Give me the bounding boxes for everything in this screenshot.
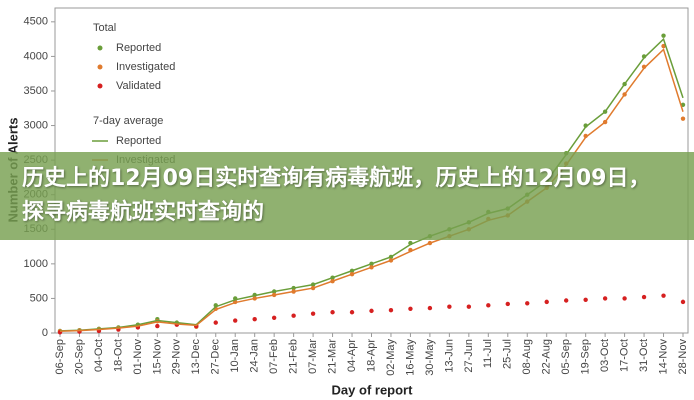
x-tick-label: 27-Jun (463, 339, 475, 373)
legend-swatch (97, 45, 103, 51)
x-tick-label: 05-Sep (560, 339, 572, 374)
data-point (466, 304, 472, 309)
average-line (59, 37, 684, 332)
data-point (505, 301, 510, 307)
x-tick-label: 06-Sep (54, 339, 66, 374)
x-tick-label: 13-Jun (443, 339, 455, 373)
data-point (233, 318, 238, 323)
x-tick-label: 18-Oct (112, 339, 124, 372)
legend-label: Investigated (116, 61, 175, 73)
x-tick-label: 01-Nov (132, 339, 144, 375)
x-tick-label: 14-Nov (657, 339, 669, 375)
x-tick-label: 24-Jan (249, 339, 261, 373)
x-tick-label: 16-May (404, 339, 416, 376)
x-tick-label: 17-Oct (619, 339, 631, 372)
x-tick-label: 02-May (385, 339, 397, 376)
data-point (622, 296, 627, 301)
x-axis-label: Day of report (332, 382, 414, 397)
data-point (602, 296, 608, 301)
data-point (330, 310, 335, 315)
legend-label: Reported (116, 42, 161, 54)
x-tick-label: 27-Dec (210, 339, 222, 375)
x-tick-label: 07-Mar (307, 339, 319, 374)
data-point (388, 307, 394, 313)
y-tick-label: 1000 (24, 258, 48, 270)
x-tick-label: 18-Apr (365, 339, 377, 372)
x-tick-label: 31-Oct (638, 339, 650, 372)
x-tick-label: 07-Feb (268, 339, 280, 374)
data-point (310, 311, 316, 316)
y-tick-label: 4000 (24, 50, 48, 62)
data-point (349, 310, 355, 315)
x-tick-label: 04-Oct (93, 339, 105, 372)
legend-label: Validated (116, 80, 161, 92)
y-tick-label: 3500 (24, 85, 48, 97)
x-tick-label: 03-Oct (599, 339, 611, 372)
data-point (661, 293, 666, 298)
data-point (408, 306, 413, 311)
x-tick-label: 13-Dec (190, 339, 202, 375)
x-tick-label: 10-Jan (229, 339, 241, 373)
data-point (661, 43, 666, 49)
x-tick-label: 04-Apr (346, 339, 358, 372)
data-point (661, 33, 666, 38)
data-point (447, 304, 452, 309)
x-tick-label: 29-Nov (171, 339, 183, 375)
data-point (680, 116, 686, 121)
data-point (525, 301, 530, 306)
x-tick-label: 28-Nov (677, 339, 689, 375)
x-tick-label: 22-Aug (541, 339, 553, 374)
x-tick-label: 08-Aug (521, 339, 533, 374)
banner-title: 历史上的12月09日实时查询有病毒航班，历史上的12月09日，探寻病毒航班实时查… (0, 152, 694, 240)
legend-swatch (97, 64, 103, 70)
y-tick-label: 500 (30, 292, 48, 304)
x-tick-label: 21-Feb (288, 339, 300, 374)
x-tick-label: 20-Sep (73, 339, 85, 374)
data-point (563, 298, 569, 303)
legend-title: 7-day average (93, 115, 163, 127)
data-point (271, 315, 277, 320)
data-point (155, 323, 160, 329)
data-point (291, 313, 296, 318)
data-point (369, 308, 374, 314)
average-line (59, 48, 684, 333)
data-point (252, 316, 257, 322)
x-tick-label: 21-Mar (326, 339, 338, 374)
legend-title: Total (93, 22, 116, 34)
data-point (641, 294, 647, 300)
data-point (486, 303, 491, 308)
data-point (213, 320, 218, 325)
x-tick-label: 30-May (424, 339, 436, 376)
legend-swatch (97, 83, 103, 89)
x-tick-label: 25-Jul (502, 339, 514, 369)
data-point (427, 305, 433, 311)
x-tick-label: 19-Sep (580, 339, 592, 374)
data-point (680, 299, 686, 305)
y-tick-label: 4500 (24, 16, 48, 28)
y-tick-label: 0 (42, 327, 48, 339)
x-tick-label: 15-Nov (151, 339, 163, 375)
legend-label: Reported (116, 135, 161, 147)
y-tick-label: 3000 (24, 119, 48, 131)
x-tick-label: 11-Jul (482, 339, 494, 368)
data-point (544, 299, 549, 305)
data-point (583, 297, 588, 303)
